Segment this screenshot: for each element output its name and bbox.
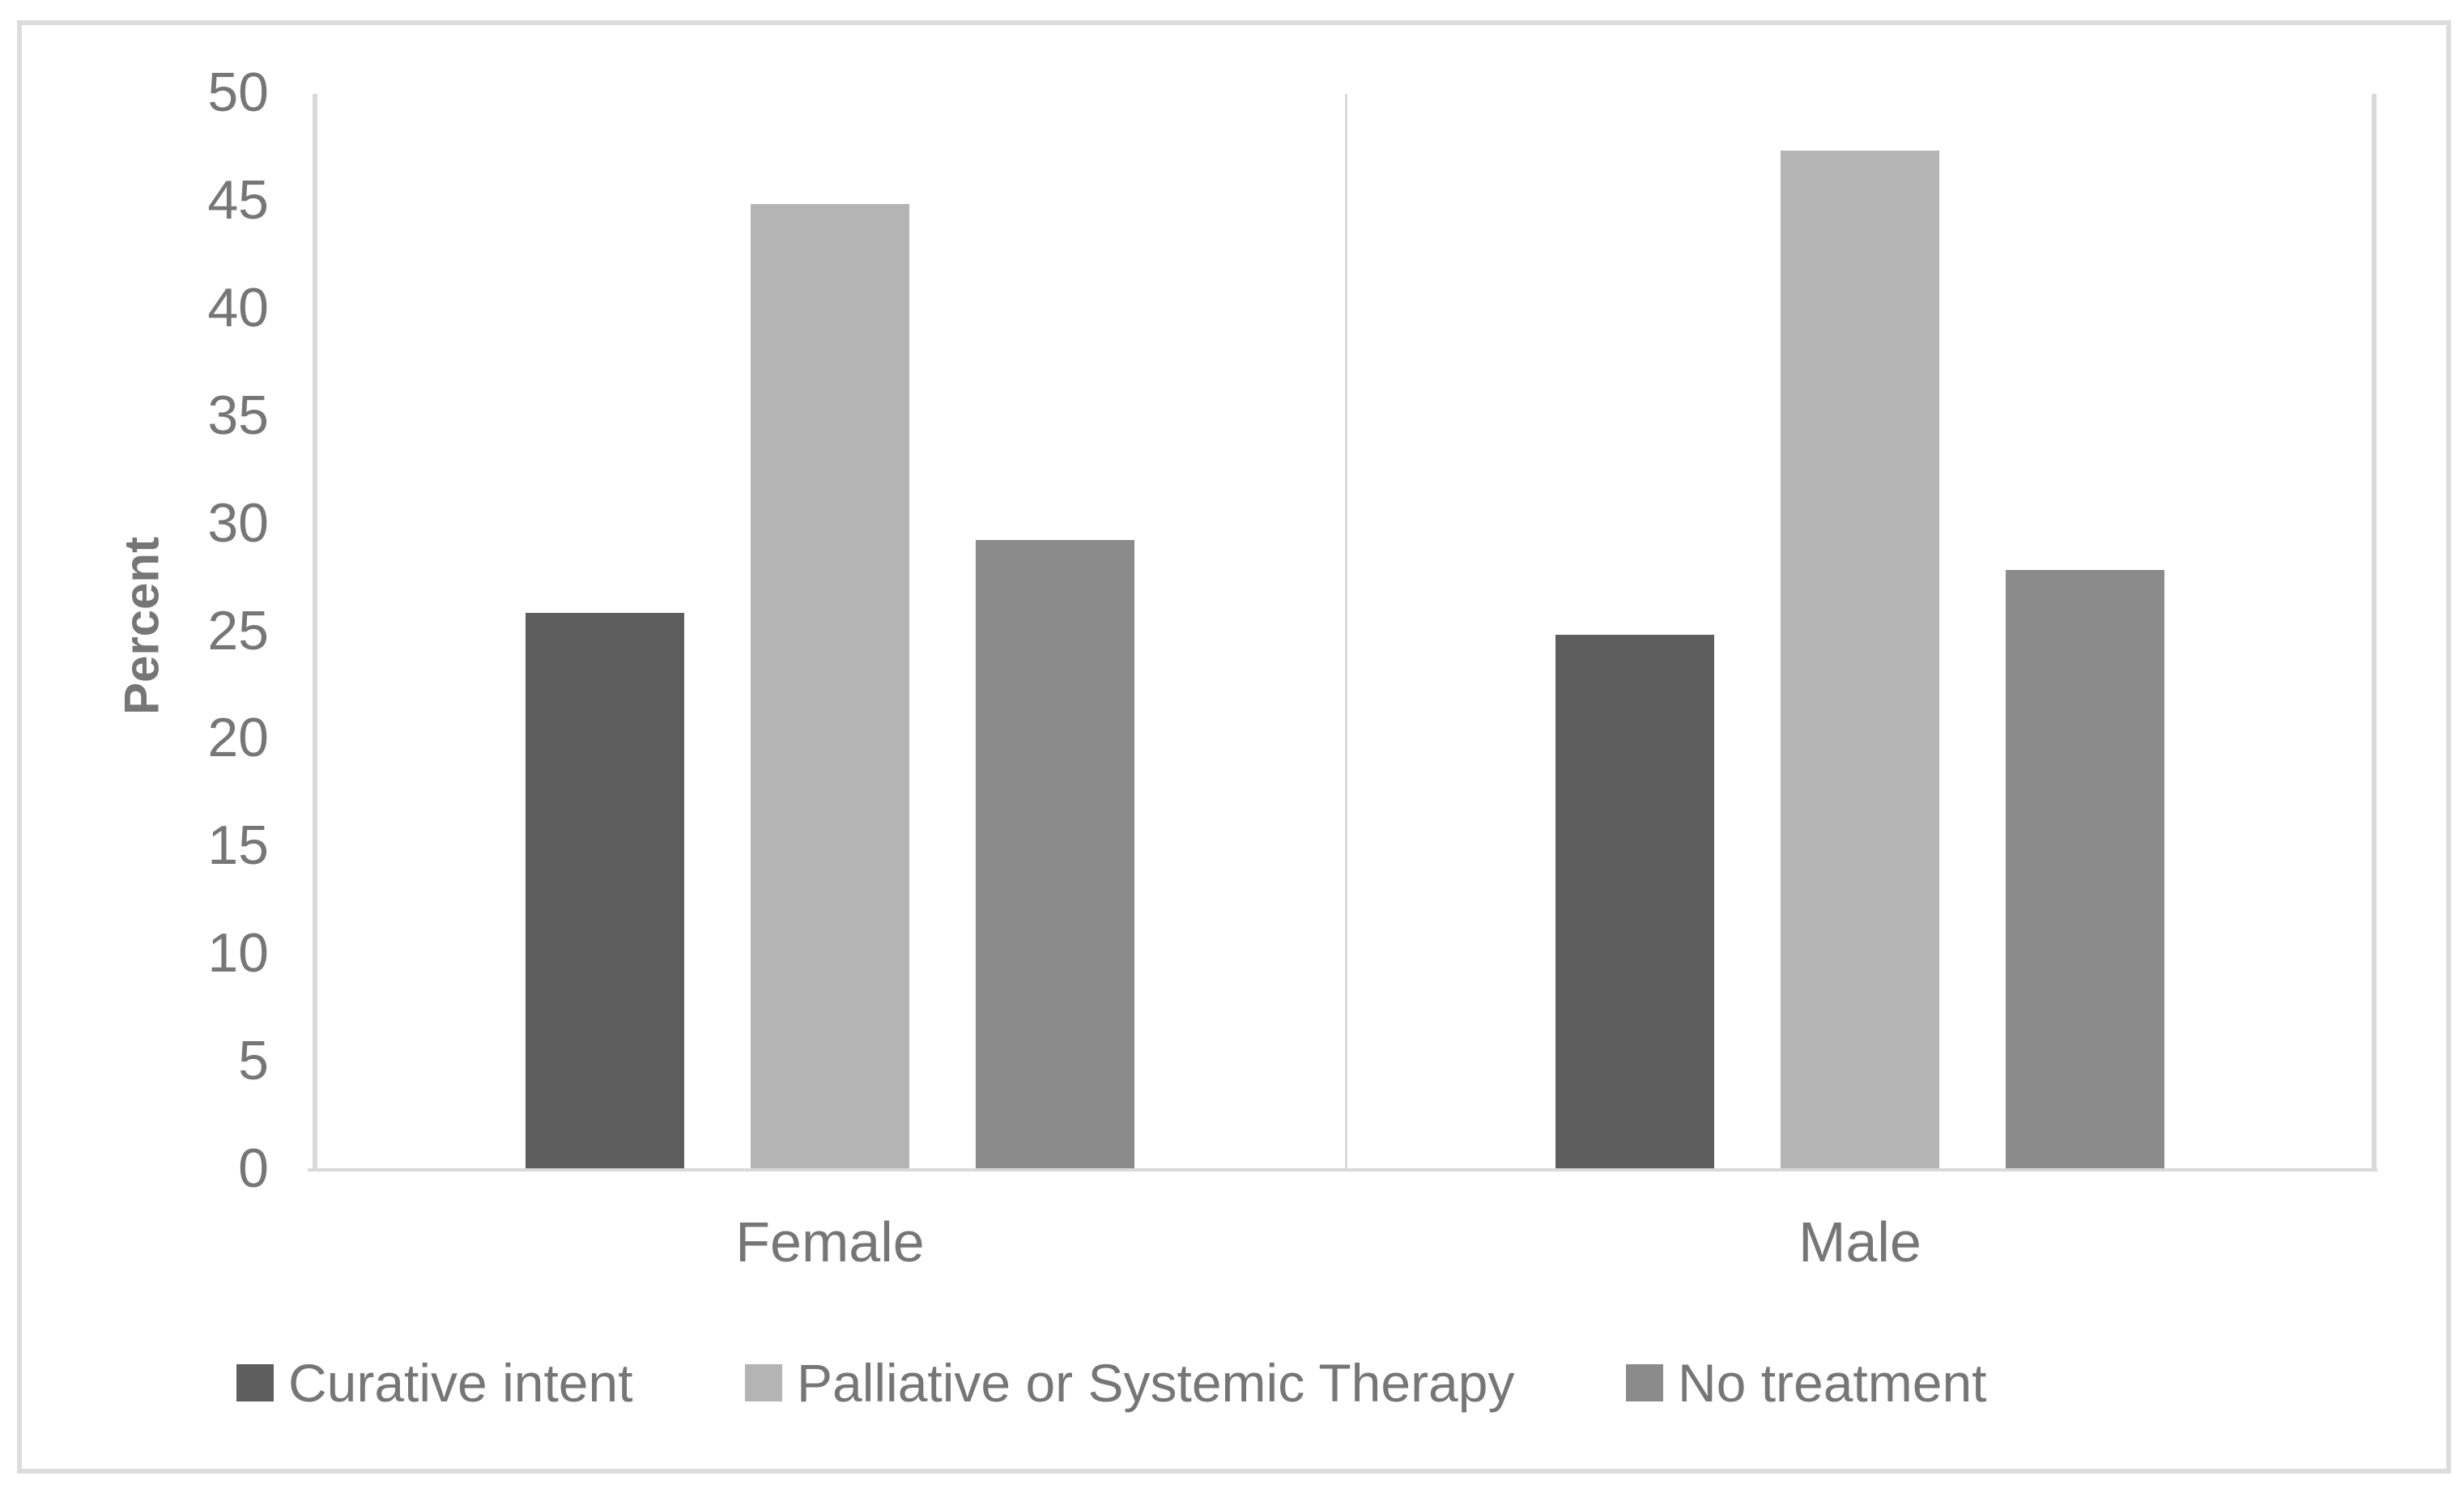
category-label-male: Male (1798, 1210, 1921, 1274)
bar-female-curative-intent (526, 613, 684, 1168)
category-label-female: Female (735, 1210, 925, 1274)
y-tick-label-20: 20 (207, 707, 269, 769)
y-tick-label-5: 5 (238, 1030, 269, 1092)
bar-male-curative-intent (1555, 634, 1714, 1168)
y-tick-label-0: 0 (238, 1138, 269, 1199)
bar-male-no-treatment (2006, 570, 2164, 1168)
plot-right-border-line (2372, 94, 2377, 1172)
x-axis-line (308, 1168, 2377, 1172)
legend-item-palliative-or-systemic-therapy: Palliative or Systemic Therapy (745, 1353, 1515, 1413)
y-tick-label-25: 25 (207, 599, 269, 661)
y-tick-label-30: 30 (207, 491, 269, 554)
legend-item-no-treatment: No treatment (1626, 1353, 1987, 1413)
y-tick-label-50: 50 (207, 62, 269, 123)
chart-outer-frame (17, 20, 2451, 1474)
legend-label-no-treatment: No treatment (1678, 1353, 1987, 1413)
legend-swatch-palliative-or-systemic-therapy (745, 1364, 782, 1401)
legend-swatch-no-treatment (1626, 1364, 1663, 1401)
y-tick-label-45: 45 (207, 168, 269, 231)
bar-female-no-treatment (976, 539, 1134, 1168)
bar-male-palliative-or-systemic-therapy (1781, 150, 1939, 1168)
category-divider-line (1345, 94, 1347, 1168)
y-tick-label-35: 35 (207, 384, 269, 446)
legend-label-palliative-or-systemic-therapy: Palliative or Systemic Therapy (797, 1353, 1515, 1413)
y-tick-label-40: 40 (207, 276, 269, 338)
y-tick-label-15: 15 (207, 814, 269, 877)
y-axis-line (313, 94, 317, 1172)
legend-item-curative-intent: Curative intent (236, 1353, 633, 1413)
bar-female-palliative-or-systemic-therapy (751, 204, 909, 1168)
legend-label-curative-intent: Curative intent (288, 1353, 633, 1413)
y-tick-label-10: 10 (207, 922, 269, 985)
legend-swatch-curative-intent (236, 1364, 274, 1401)
